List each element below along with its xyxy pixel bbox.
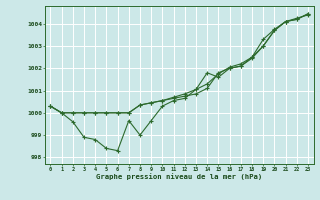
X-axis label: Graphe pression niveau de la mer (hPa): Graphe pression niveau de la mer (hPa) [96,173,262,180]
